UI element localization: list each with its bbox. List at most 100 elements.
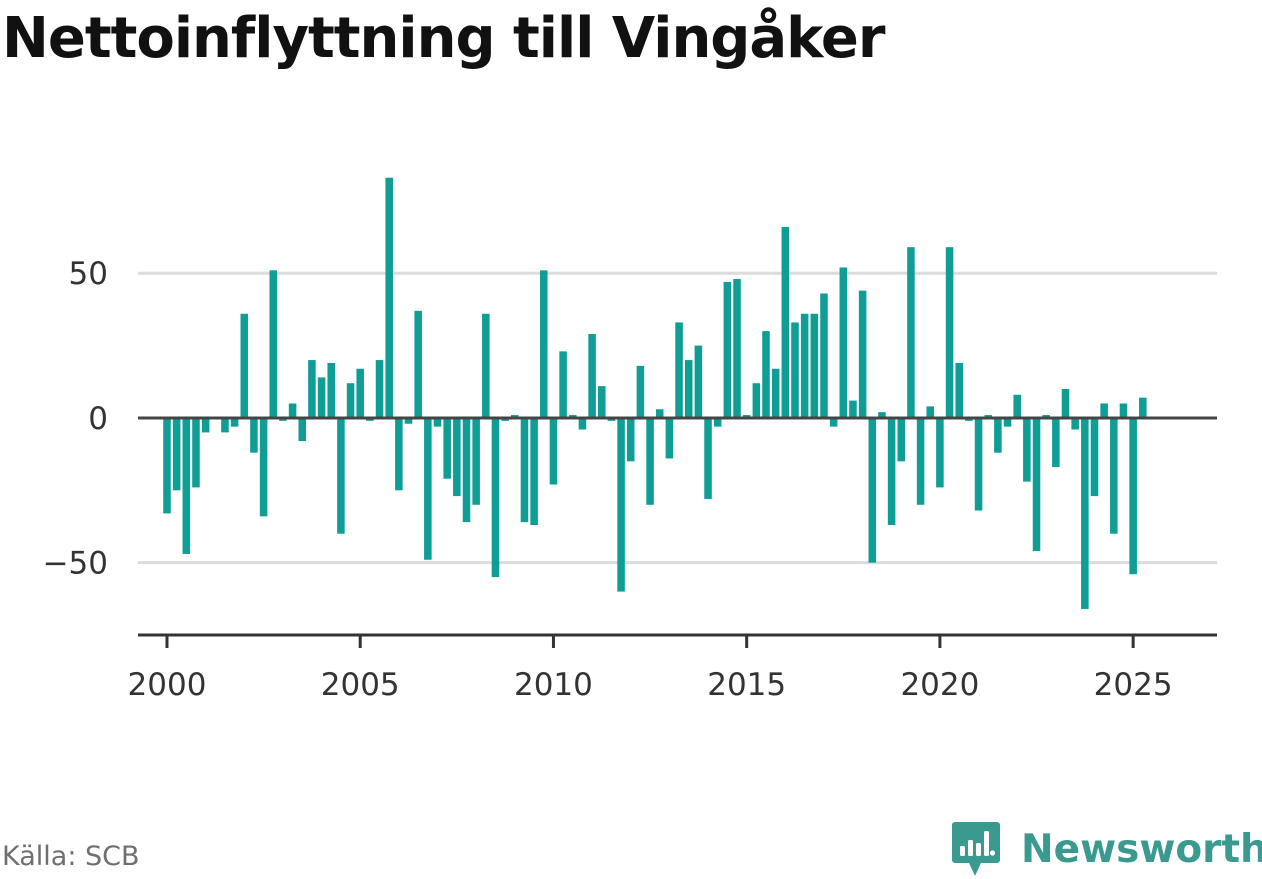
brand-name: Newsworthy [1021, 826, 1262, 872]
bar [820, 293, 828, 418]
bar [1023, 417, 1031, 482]
bar [897, 417, 906, 462]
bar [684, 360, 693, 418]
bar [665, 417, 674, 459]
y-tick-label: −50 [43, 546, 108, 582]
bar [733, 279, 741, 418]
bar [945, 247, 954, 418]
bar [192, 417, 200, 488]
bar [926, 406, 935, 418]
bar [472, 417, 480, 505]
bar [462, 417, 471, 523]
bar [916, 417, 925, 505]
bar [182, 417, 191, 554]
bar [443, 417, 451, 479]
bar [1139, 397, 1147, 418]
bar [849, 400, 857, 418]
x-tick-label: 2000 [128, 667, 207, 703]
bar [907, 247, 915, 418]
bar [771, 368, 780, 418]
bar [713, 417, 722, 427]
chart-title: Nettoinflyttning till Vingåker [2, 6, 886, 71]
bar [858, 290, 867, 418]
bar [588, 334, 596, 418]
bar [800, 313, 809, 418]
axes [138, 416, 1217, 648]
bar [723, 281, 732, 418]
bar [530, 417, 538, 526]
brand-logo[interactable]: Newsworthy [951, 820, 1262, 878]
bar [385, 177, 393, 418]
bar [414, 310, 422, 418]
bar [327, 362, 335, 418]
bar [1081, 417, 1089, 609]
bar [221, 417, 229, 433]
source-note: Källa: SCB [2, 841, 140, 872]
bar [762, 331, 770, 418]
bar [375, 360, 384, 418]
bar [1110, 417, 1118, 534]
bar [597, 386, 606, 418]
bar [781, 226, 790, 418]
bar [337, 417, 345, 534]
bar [240, 313, 249, 418]
x-tick-label: 2010 [514, 667, 593, 703]
bar [559, 351, 567, 418]
bar [308, 360, 316, 418]
bar [994, 417, 1002, 453]
bar [646, 417, 654, 505]
bar [1090, 417, 1099, 497]
bar [1061, 389, 1070, 418]
bar [655, 409, 664, 418]
bar [404, 417, 413, 424]
bar [974, 417, 983, 511]
bar [868, 417, 877, 563]
y-tick-label: 0 [88, 401, 108, 437]
bar [1100, 403, 1108, 418]
bar [675, 322, 683, 418]
bar [626, 417, 635, 462]
x-tick-label: 2005 [321, 667, 400, 703]
bar [704, 417, 712, 499]
bar [172, 417, 181, 491]
bar [520, 417, 529, 523]
bar [791, 322, 799, 418]
bar [269, 270, 278, 418]
bar [346, 383, 355, 418]
bar [936, 417, 944, 488]
newsworthy-logo-icon [952, 822, 1000, 876]
bar [288, 403, 297, 418]
bar [1071, 417, 1079, 430]
bar [1052, 417, 1060, 468]
bar [317, 377, 326, 418]
bar [395, 417, 403, 491]
bar [1032, 417, 1041, 552]
bar [482, 313, 490, 418]
bar [424, 417, 432, 560]
x-tick-label: 2015 [707, 667, 786, 703]
bar [878, 412, 886, 418]
bar [887, 417, 896, 526]
bar [549, 417, 558, 485]
bar [617, 417, 625, 592]
bar-chart: −50 0 50 2000 2005 2010 2015 2020 2025 [43, 177, 1217, 703]
bar [298, 417, 307, 442]
bar [839, 267, 848, 418]
bar [201, 417, 210, 433]
bar [636, 365, 645, 418]
bar [578, 417, 587, 430]
bar [810, 313, 819, 418]
tick-labels: −50 0 50 2000 2005 2010 2015 2020 2025 [43, 256, 1173, 703]
bar [829, 417, 838, 427]
bar [1119, 403, 1128, 418]
bar [491, 417, 500, 578]
x-tick-label: 2020 [900, 667, 979, 703]
bar [1129, 417, 1137, 575]
bar [433, 417, 442, 427]
bar [694, 345, 703, 418]
bar [540, 270, 548, 418]
bar [1003, 417, 1012, 427]
gridlines [138, 271, 1217, 565]
bar [259, 417, 268, 517]
bar [356, 368, 364, 418]
